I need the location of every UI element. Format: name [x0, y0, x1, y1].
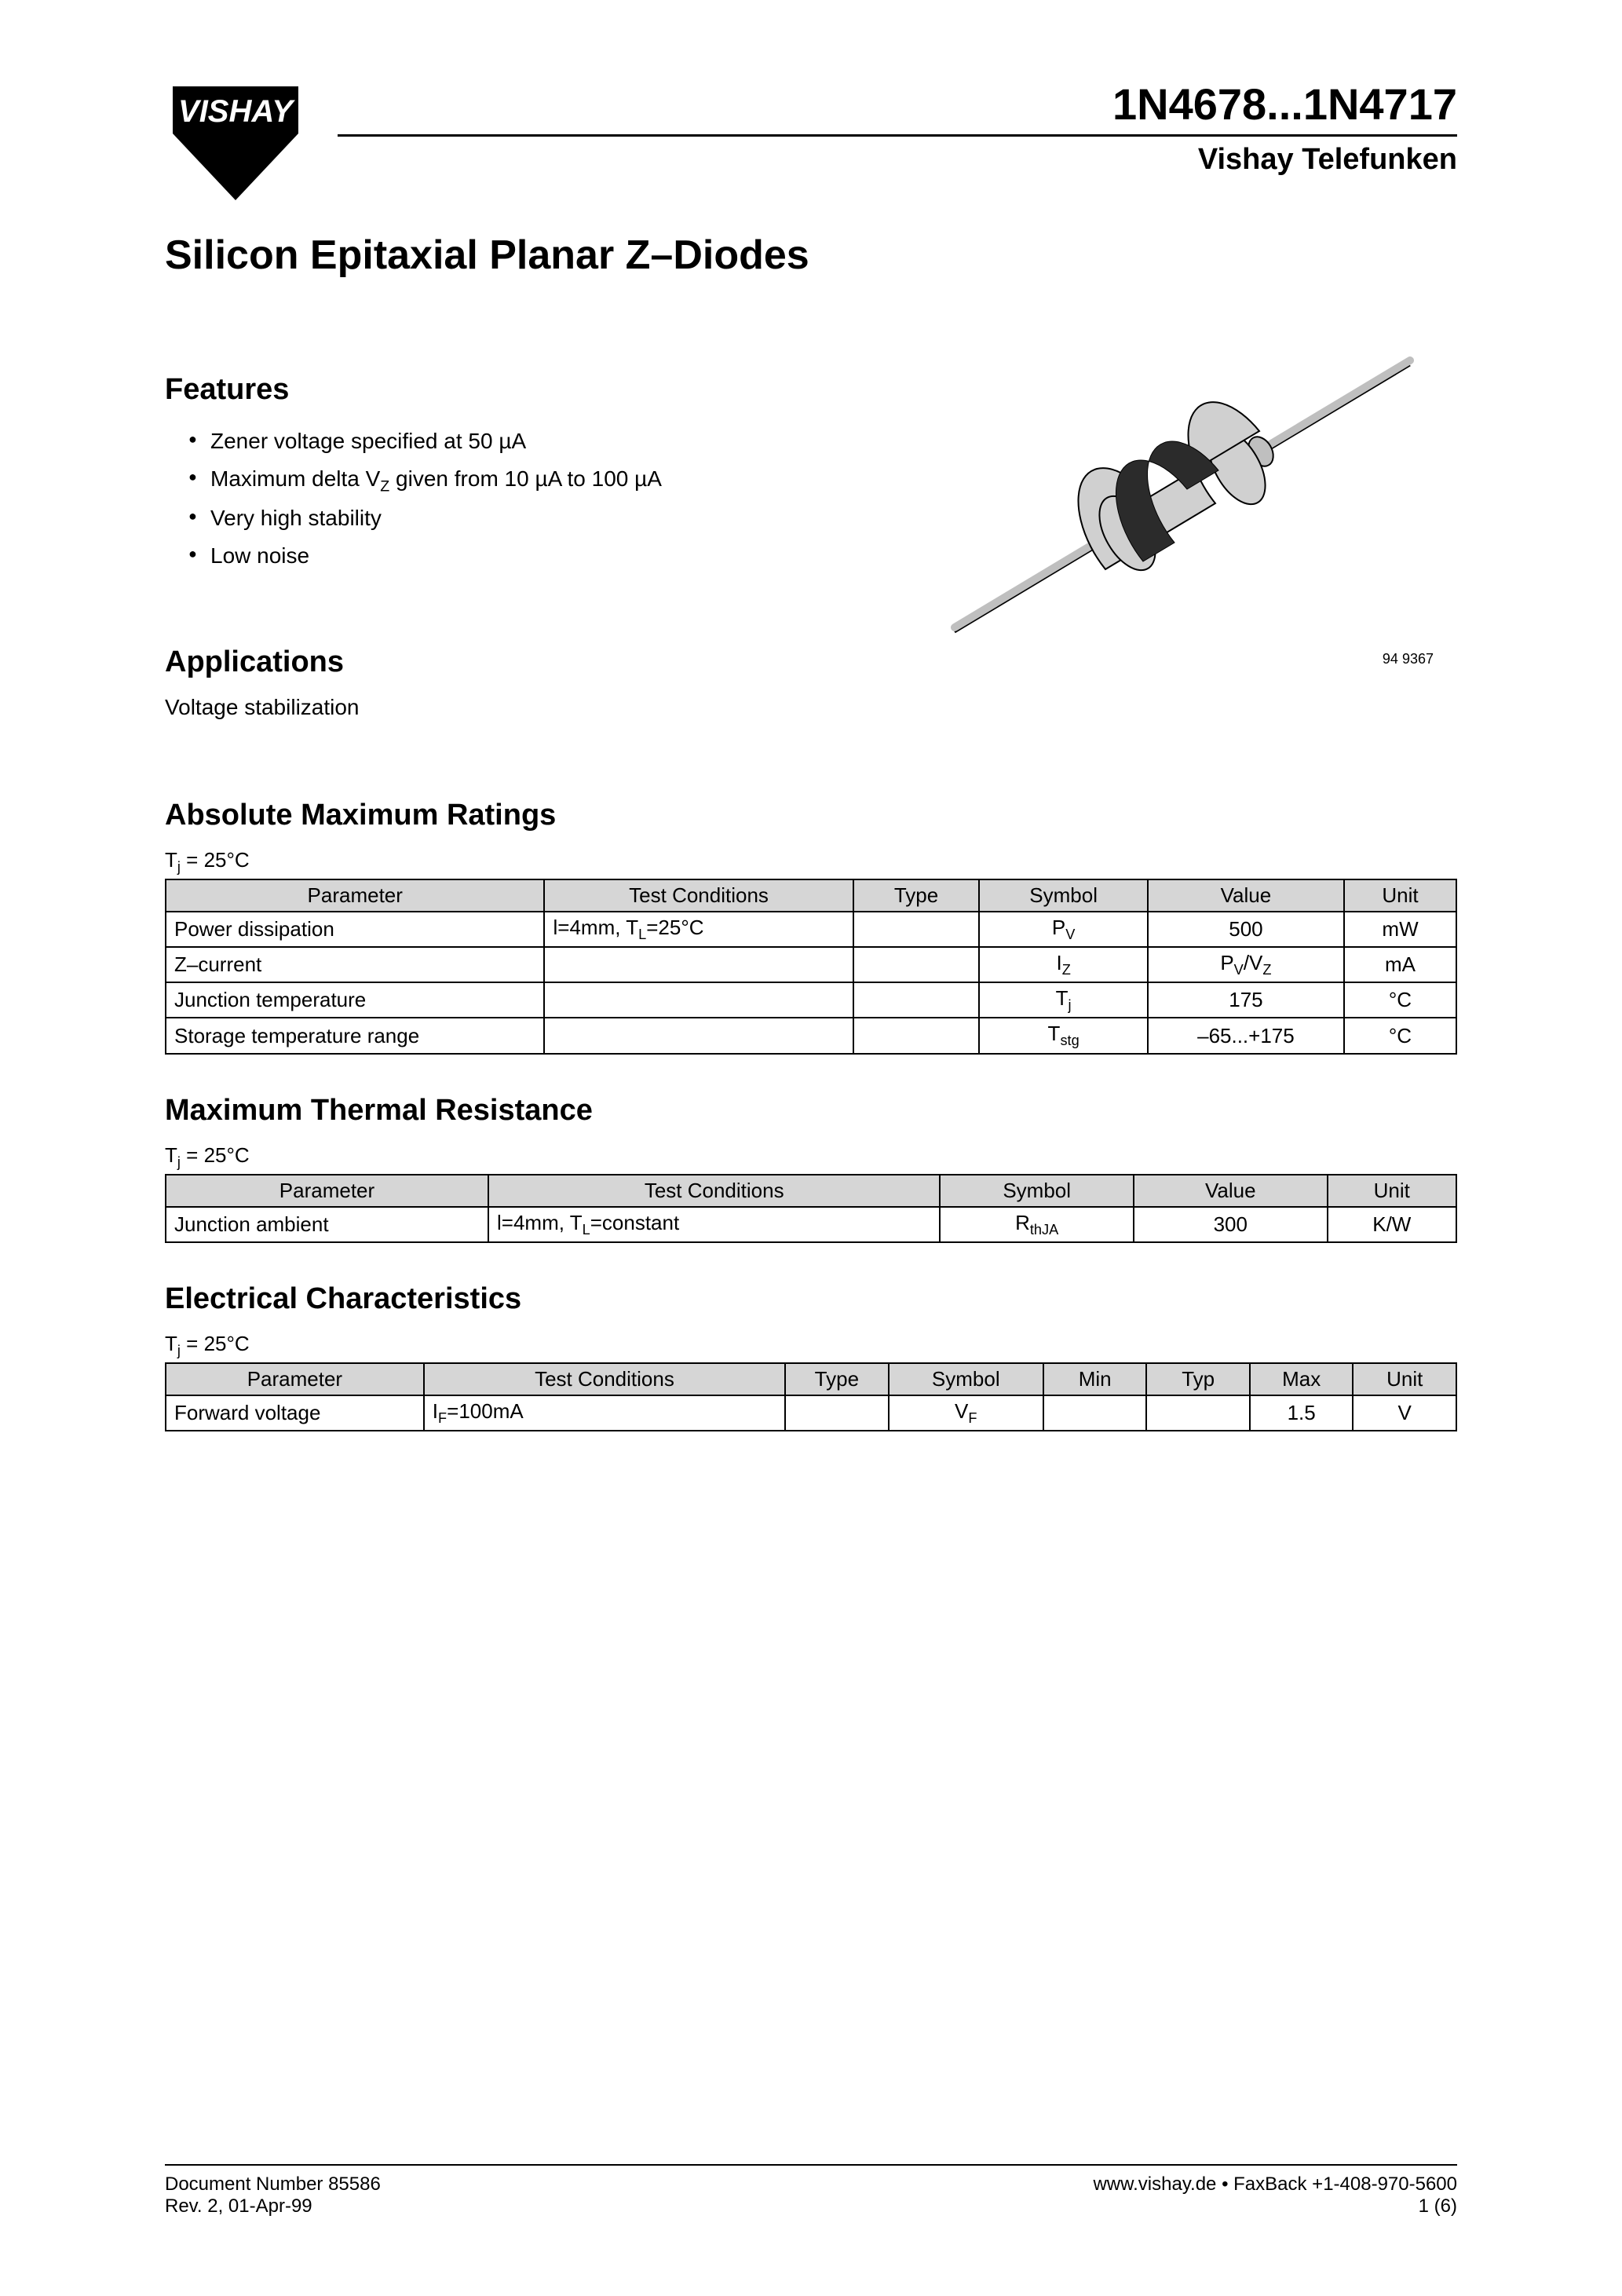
table-cell — [1043, 1395, 1147, 1431]
table-cell — [785, 1395, 889, 1431]
table-header: Type — [785, 1363, 889, 1395]
tj-note: Tj = 25°C — [165, 1332, 1457, 1359]
table-header: Unit — [1344, 879, 1456, 912]
feature-item: Maximum delta VZ given from 10 µA to 100… — [188, 460, 875, 500]
table-cell: Junction temperature — [166, 982, 544, 1018]
table-row: Power dissipationl=4mm, TL=25°C PV500mW — [166, 912, 1456, 947]
table-cell: l=4mm, TL=25°C — [544, 912, 853, 947]
table-cell: l=4mm, TL=constant — [488, 1207, 940, 1242]
table-header: Value — [1148, 879, 1344, 912]
tj-note: Tj = 25°C — [165, 848, 1457, 876]
table-cell: 300 — [1134, 1207, 1328, 1242]
table-cell: Tstg — [979, 1018, 1147, 1053]
table-header: Unit — [1328, 1175, 1456, 1207]
table-cell: Power dissipation — [166, 912, 544, 947]
table-cell — [544, 982, 853, 1018]
table-header: Test Conditions — [544, 879, 853, 912]
table-row: Junction ambientl=4mm, TL=constantRthJA3… — [166, 1207, 1456, 1242]
table-cell: IZ — [979, 947, 1147, 982]
title-block: 1N4678...1N4717 Vishay Telefunken — [338, 79, 1457, 177]
table-cell — [544, 947, 853, 982]
header: VISHAY 1N4678...1N4717 Vishay Telefunken — [165, 79, 1457, 208]
main-title: Silicon Epitaxial Planar Z–Diodes — [165, 232, 1457, 279]
table-cell: mW — [1344, 912, 1456, 947]
abs-max-table: ParameterTest ConditionsTypeSymbolValueU… — [165, 879, 1457, 1055]
feature-item: Zener voltage specified at 50 µA — [188, 422, 875, 460]
table-header: Value — [1134, 1175, 1328, 1207]
table-row: Z–current IZPV/VZmA — [166, 947, 1456, 982]
table-header: Test Conditions — [424, 1363, 785, 1395]
table-header: Unit — [1353, 1363, 1456, 1395]
thermal-heading: Maximum Thermal Resistance — [165, 1094, 1457, 1128]
table-cell — [544, 1018, 853, 1053]
features-heading: Features — [165, 373, 875, 407]
vishay-logo: VISHAY — [165, 79, 306, 208]
table-header: Max — [1250, 1363, 1353, 1395]
applications-heading: Applications — [165, 645, 875, 679]
table-header: Parameter — [166, 879, 544, 912]
brand-line: Vishay Telefunken — [338, 143, 1457, 177]
abs-max-heading: Absolute Maximum Ratings — [165, 799, 1457, 832]
table-header: Symbol — [940, 1175, 1134, 1207]
table-header: Symbol — [889, 1363, 1043, 1395]
table-cell: Forward voltage — [166, 1395, 424, 1431]
table-header: Symbol — [979, 879, 1147, 912]
table-cell: 175 — [1148, 982, 1344, 1018]
table-header: Parameter — [166, 1175, 488, 1207]
table-cell: IF=100mA — [424, 1395, 785, 1431]
table-cell: Storage temperature range — [166, 1018, 544, 1053]
feature-item: Low noise — [188, 537, 875, 575]
footer: Document Number 85586 Rev. 2, 01-Apr-99 … — [165, 2164, 1457, 2217]
table-header: Test Conditions — [488, 1175, 940, 1207]
feature-item: Very high stability — [188, 499, 875, 537]
features-list: Zener voltage specified at 50 µA Maximum… — [165, 422, 875, 575]
table-cell: Z–current — [166, 947, 544, 982]
electrical-heading: Electrical Characteristics — [165, 1282, 1457, 1316]
table-row: Storage temperature range Tstg–65...+175°… — [166, 1018, 1456, 1053]
svg-text:VISHAY: VISHAY — [178, 94, 295, 129]
table-row: Junction temperature Tj175°C — [166, 982, 1456, 1018]
table-cell — [853, 912, 980, 947]
table-cell: 1.5 — [1250, 1395, 1353, 1431]
table-cell — [853, 982, 980, 1018]
table-cell: K/W — [1328, 1207, 1456, 1242]
table-header: Type — [853, 879, 980, 912]
table-cell: RthJA — [940, 1207, 1134, 1242]
table-cell: V — [1353, 1395, 1456, 1431]
tj-note: Tj = 25°C — [165, 1143, 1457, 1171]
table-cell — [853, 947, 980, 982]
table-cell — [853, 1018, 980, 1053]
table-header: Parameter — [166, 1363, 424, 1395]
table-cell: Junction ambient — [166, 1207, 488, 1242]
table-row: Forward voltageIF=100mA VF 1.5V — [166, 1395, 1456, 1431]
table-cell: VF — [889, 1395, 1043, 1431]
footer-right: www.vishay.de • FaxBack +1-408-970-5600 … — [1093, 2174, 1457, 2217]
thermal-table: ParameterTest ConditionsSymbolValueUnitJ… — [165, 1174, 1457, 1243]
table-cell: PV — [979, 912, 1147, 947]
electrical-table: ParameterTest ConditionsTypeSymbolMinTyp… — [165, 1362, 1457, 1431]
table-cell: Tj — [979, 982, 1147, 1018]
diode-caption: 94 9367 — [1383, 651, 1434, 667]
table-cell — [1146, 1395, 1250, 1431]
table-cell: 500 — [1148, 912, 1344, 947]
table-cell: °C — [1344, 1018, 1456, 1053]
table-header: Typ — [1146, 1363, 1250, 1395]
table-cell: PV/VZ — [1148, 947, 1344, 982]
footer-left: Document Number 85586 Rev. 2, 01-Apr-99 — [165, 2174, 381, 2217]
diode-illustration: 94 9367 — [875, 334, 1457, 667]
table-cell: °C — [1344, 982, 1456, 1018]
table-cell: mA — [1344, 947, 1456, 982]
applications-text: Voltage stabilization — [165, 695, 875, 720]
table-header: Min — [1043, 1363, 1147, 1395]
part-number: 1N4678...1N4717 — [338, 79, 1457, 137]
table-cell: –65...+175 — [1148, 1018, 1344, 1053]
